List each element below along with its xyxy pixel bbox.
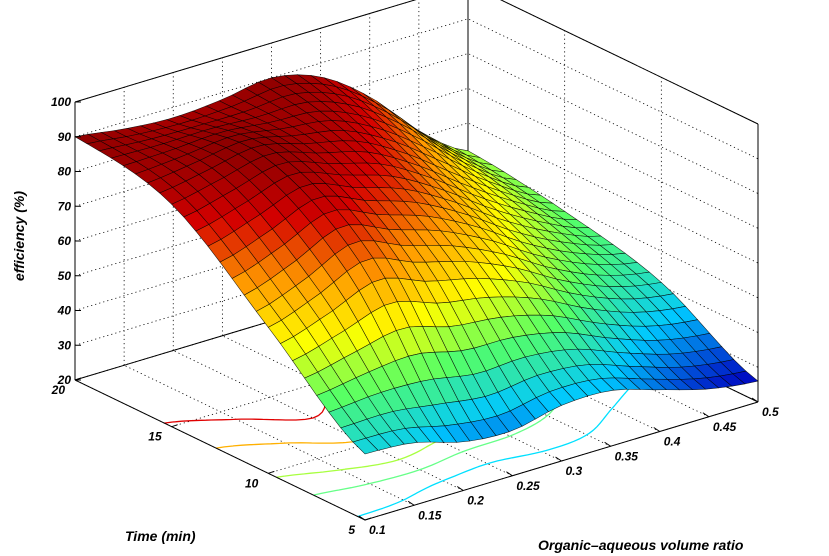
z-gridline: [74, 0, 759, 125]
z-tick-label: 40: [57, 304, 72, 318]
z-tick-label: 60: [58, 234, 72, 248]
y-axis-label: Time (min): [125, 528, 196, 544]
y-floor-gridline: [171, 308, 565, 428]
z-tick-label: 50: [58, 269, 72, 283]
x-tick-label: 0.45: [713, 420, 737, 434]
axis-line: [74, 379, 366, 521]
x-tick-label: 0.5: [762, 405, 779, 419]
surface-patch: [352, 437, 379, 455]
x-axis-label: Organic–aqueous volume ratio: [538, 537, 744, 553]
y-tick-label: 10: [245, 476, 259, 490]
y-tick-mark: [364, 517, 372, 521]
x-tick-mark: [751, 397, 759, 403]
x-tick-mark: [358, 515, 366, 521]
z-tick-label: 90: [58, 130, 72, 144]
z-axis-label: efficiency (%): [11, 191, 27, 281]
x-tick-mark: [407, 500, 415, 506]
x-tick-label: 0.15: [418, 508, 442, 522]
x-tick-label: 0.2: [467, 494, 484, 508]
z-tick-label: 100: [51, 95, 71, 109]
box-edge: [499, 0, 759, 125]
y-floor-gridline: [268, 354, 662, 474]
efficiency-surface: [74, 74, 759, 455]
x-tick-mark: [604, 441, 611, 447]
z-tick-label: 20: [57, 373, 72, 387]
x-tick-mark: [456, 486, 464, 491]
y-tick-mark: [171, 424, 178, 428]
y-tick-label: 5: [348, 523, 355, 537]
y-tick-label: 15: [148, 430, 162, 444]
x-tick-label: 0.1: [369, 523, 386, 537]
x-tick-label: 0.3: [566, 464, 583, 478]
y-tick-label: 20: [51, 383, 66, 397]
x-tick-mark: [555, 456, 562, 462]
x-tick-mark: [653, 427, 661, 432]
axis-ticks: 0.1 0.15 0.2 0.25 0.3 0.35 0.4 0.45 0.5 5 10 15 2020…: [51, 95, 779, 537]
y-tick-mark: [268, 470, 275, 474]
x-tick-mark: [506, 471, 513, 477]
x-tick-label: 0.35: [615, 449, 639, 463]
z-tick-label: 70: [58, 199, 72, 213]
x-tick-label: 0.4: [664, 435, 681, 449]
z-tick-label: 30: [58, 338, 72, 352]
y-floor-gridline: [74, 261, 469, 381]
z-tick-label: 80: [58, 165, 72, 179]
x-tick-label: 0.25: [516, 479, 540, 493]
x-tick-mark: [702, 412, 710, 418]
